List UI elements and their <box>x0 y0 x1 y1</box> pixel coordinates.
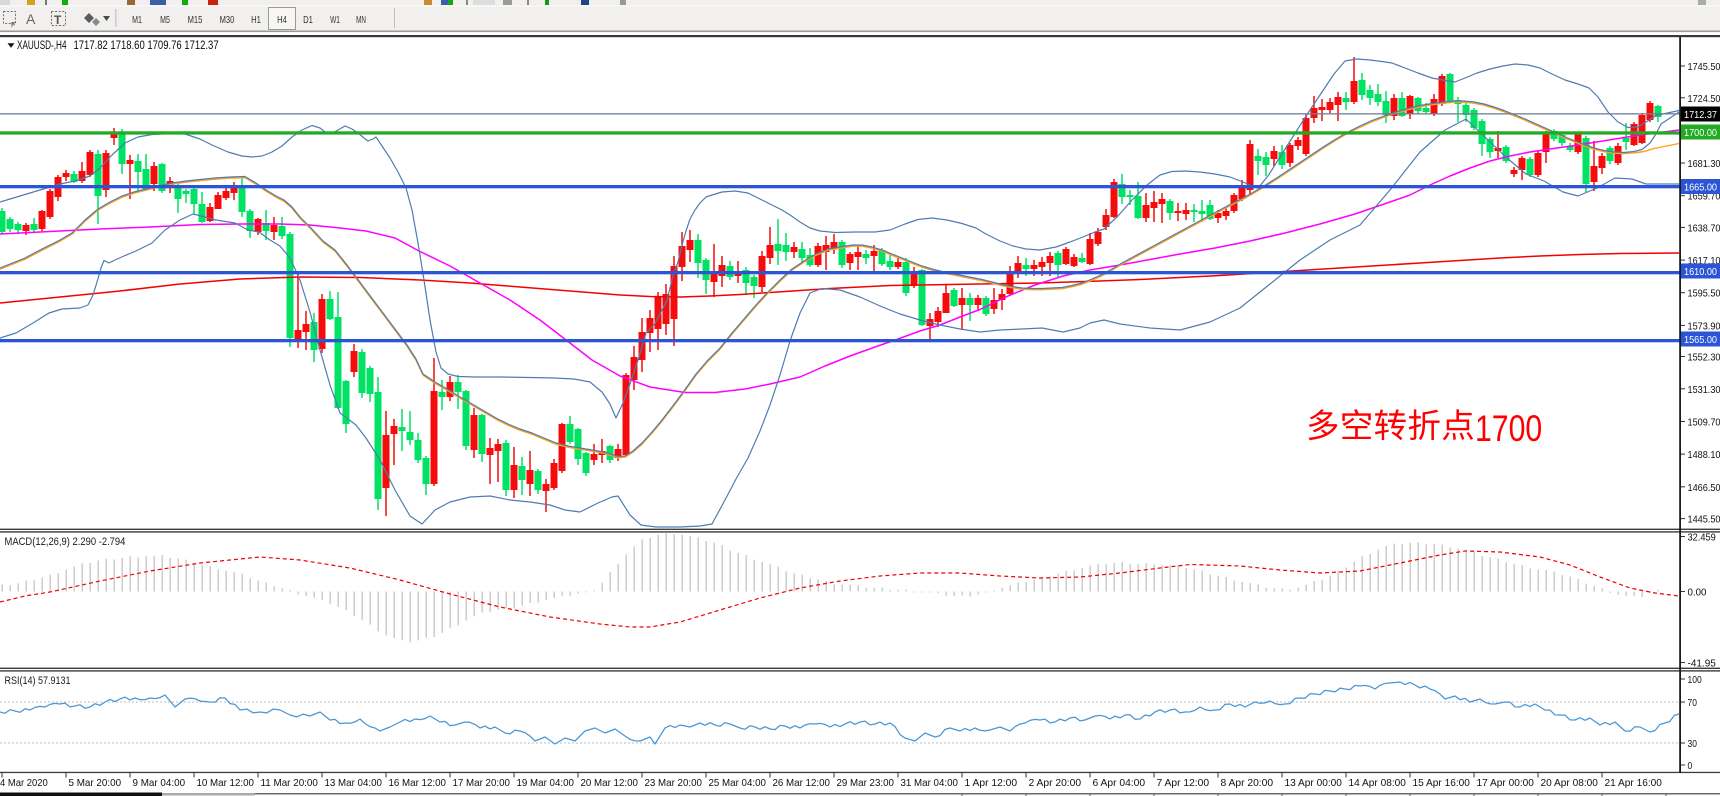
svg-text:1665.00: 1665.00 <box>1684 182 1717 194</box>
svg-text:1445.50: 1445.50 <box>1688 514 1720 526</box>
svg-text:1610.00: 1610.00 <box>1684 266 1717 278</box>
svg-text:1552.30: 1552.30 <box>1688 352 1720 364</box>
svg-text:13 Apr 00:00: 13 Apr 00:00 <box>1285 777 1343 789</box>
svg-text:H4: H4 <box>277 14 287 26</box>
svg-text:15 Apr 16:00: 15 Apr 16:00 <box>1413 777 1471 789</box>
svg-text:1700.00: 1700.00 <box>1684 127 1717 139</box>
svg-text:31 Mar 04:00: 31 Mar 04:00 <box>901 777 959 789</box>
svg-text:M1: M1 <box>132 14 142 26</box>
svg-text:1 Apr 12:00: 1 Apr 12:00 <box>965 777 1018 789</box>
svg-text:11 Mar 20:00: 11 Mar 20:00 <box>261 777 319 789</box>
svg-text:30: 30 <box>1688 738 1698 750</box>
svg-text:13 Mar 04:00: 13 Mar 04:00 <box>325 777 383 789</box>
svg-text:H1: H1 <box>251 14 261 26</box>
svg-text:1712.37: 1712.37 <box>1684 109 1717 121</box>
svg-text:1466.50: 1466.50 <box>1688 482 1720 494</box>
svg-text:1488.10: 1488.10 <box>1688 449 1720 461</box>
svg-text:16 Mar 12:00: 16 Mar 12:00 <box>389 777 447 789</box>
svg-text:32.459: 32.459 <box>1688 532 1716 544</box>
svg-text:1717.82 1718.60 1709.76 1712.3: 1717.82 1718.60 1709.76 1712.37 <box>74 40 219 52</box>
svg-text:1531.30: 1531.30 <box>1688 384 1720 396</box>
svg-text:20 Apr 08:00: 20 Apr 08:00 <box>1541 777 1599 789</box>
svg-text:2 Apr 20:00: 2 Apr 20:00 <box>1029 777 1082 789</box>
svg-text:0: 0 <box>1688 760 1693 772</box>
svg-text:19 Mar 04:00: 19 Mar 04:00 <box>517 777 575 789</box>
svg-text:1565.00: 1565.00 <box>1684 334 1717 346</box>
svg-text:23 Mar 20:00: 23 Mar 20:00 <box>645 777 703 789</box>
svg-text:100: 100 <box>1688 674 1702 686</box>
svg-text:14 Apr 08:00: 14 Apr 08:00 <box>1349 777 1407 789</box>
svg-text:1745.50: 1745.50 <box>1688 61 1720 73</box>
svg-text:M30: M30 <box>220 14 235 26</box>
svg-text:1700: 1700 <box>1475 408 1542 449</box>
svg-text:1573.90: 1573.90 <box>1688 320 1720 332</box>
svg-text:10 Mar 12:00: 10 Mar 12:00 <box>197 777 255 789</box>
svg-text:1638.70: 1638.70 <box>1688 222 1720 234</box>
svg-text:1724.50: 1724.50 <box>1688 93 1720 105</box>
svg-text:21 Apr 16:00: 21 Apr 16:00 <box>1605 777 1663 789</box>
svg-text:T: T <box>54 13 62 27</box>
svg-text:A: A <box>26 11 36 27</box>
svg-text:20 Mar 12:00: 20 Mar 12:00 <box>581 777 639 789</box>
svg-text:-41.95: -41.95 <box>1688 658 1716 670</box>
svg-text:M15: M15 <box>188 14 203 26</box>
svg-text:RSI(14) 57.9131: RSI(14) 57.9131 <box>5 675 71 687</box>
svg-text:70: 70 <box>1688 697 1698 709</box>
svg-text:1509.70: 1509.70 <box>1688 417 1720 429</box>
svg-text:26 Mar 12:00: 26 Mar 12:00 <box>773 777 831 789</box>
svg-text:17 Apr 00:00: 17 Apr 00:00 <box>1477 777 1535 789</box>
svg-text:1595.50: 1595.50 <box>1688 288 1720 300</box>
svg-text:9 Mar 04:00: 9 Mar 04:00 <box>133 777 186 789</box>
svg-text:MACD(12,26,9) 2.290 -2.794: MACD(12,26,9) 2.290 -2.794 <box>5 536 126 548</box>
svg-text:6 Apr 04:00: 6 Apr 04:00 <box>1093 777 1146 789</box>
svg-text:25 Mar 04:00: 25 Mar 04:00 <box>709 777 767 789</box>
svg-text:D1: D1 <box>303 14 313 26</box>
svg-text:4 Mar 2020: 4 Mar 2020 <box>0 777 48 789</box>
svg-text:MN: MN <box>356 14 366 26</box>
svg-text:7 Apr 12:00: 7 Apr 12:00 <box>1157 777 1210 789</box>
svg-text:M5: M5 <box>160 14 170 26</box>
svg-text:5 Mar 20:00: 5 Mar 20:00 <box>69 777 122 789</box>
svg-text:W1: W1 <box>330 14 340 26</box>
svg-text:XAUUSD-,H4: XAUUSD-,H4 <box>17 40 67 52</box>
svg-text:17 Mar 20:00: 17 Mar 20:00 <box>453 777 511 789</box>
svg-text:0.00: 0.00 <box>1688 587 1707 599</box>
svg-text:1681.30: 1681.30 <box>1688 158 1720 170</box>
svg-text:F: F <box>11 22 15 29</box>
svg-text:29 Mar 23:00: 29 Mar 23:00 <box>837 777 895 789</box>
svg-text:8 Apr 20:00: 8 Apr 20:00 <box>1221 777 1274 789</box>
